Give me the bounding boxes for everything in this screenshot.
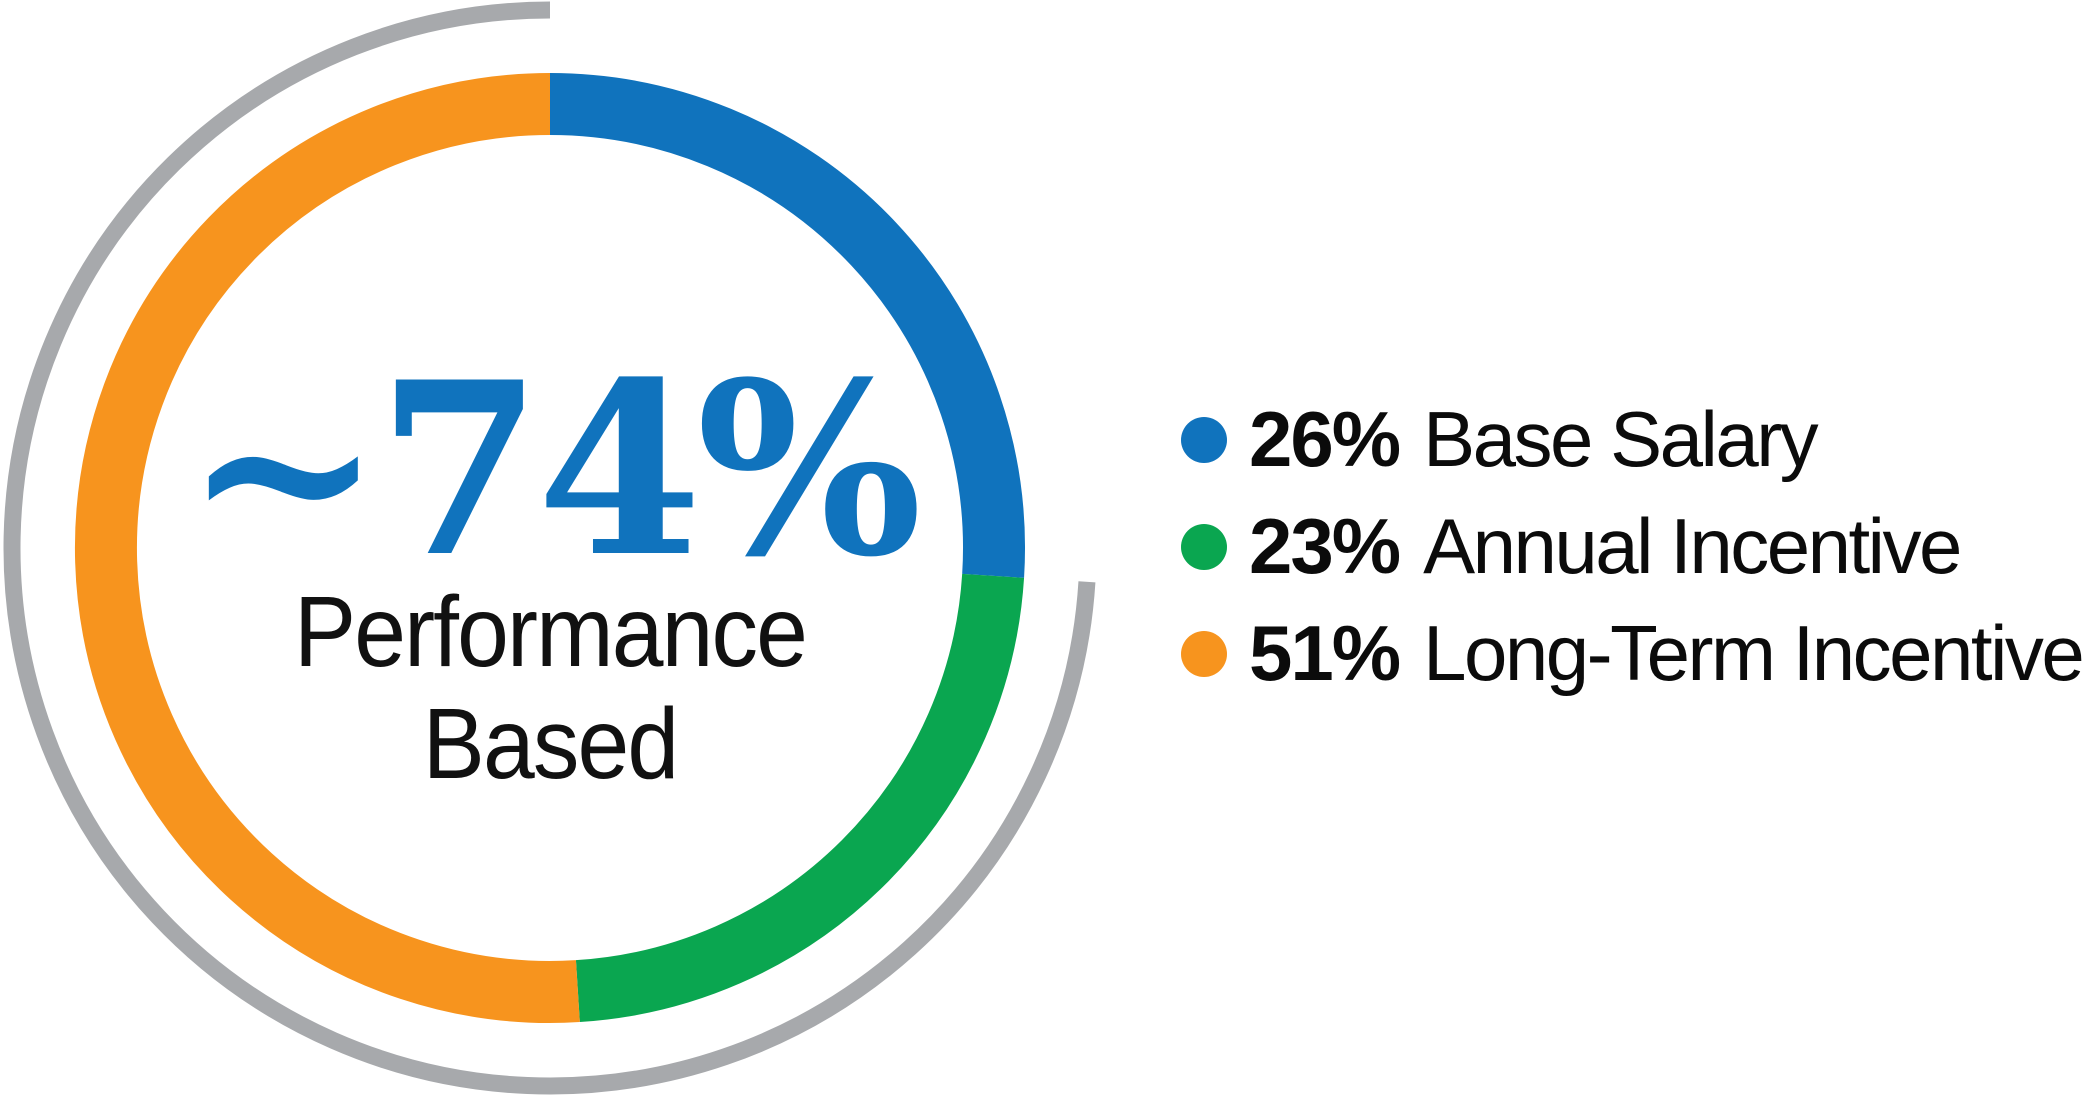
donut-segment-base-salary [549,73,1025,578]
donut-chart [3,1,1096,1095]
legend-pct: 23% [1249,502,1401,590]
legend-item-base-salary: 26% Base Salary [1181,386,2082,493]
legend-dot-green-icon [1181,523,1227,570]
donut-segment-long-term-incentive [74,73,580,1023]
legend-pct: 26% [1249,395,1401,483]
legend-dot-blue-icon [1181,416,1227,463]
center-caption-line1: Performance [294,576,808,688]
legend-item-annual-incentive: 23% Annual Incentive [1181,493,2082,600]
donut-segment-annual-incentive [575,573,1025,1023]
outer-arc-performance-based [3,1,1096,1095]
legend: 26% Base Salary 23% Annual Incentive 51%… [1181,386,2085,707]
center-percentage-value: ~74% [183,331,923,610]
center-caption-line2: Based [422,688,679,800]
legend-dot-orange-icon [1181,630,1227,677]
legend-label: Base Salary [1423,395,1819,483]
legend-item-long-term-incentive: 51% Long-Term Incentive [1181,600,2085,707]
legend-label: Long-Term Incentive [1423,609,2085,697]
center-caption: Performance Based [39,576,1062,800]
legend-pct: 51% [1249,609,1401,697]
legend-label: Annual Incentive [1423,502,1962,590]
